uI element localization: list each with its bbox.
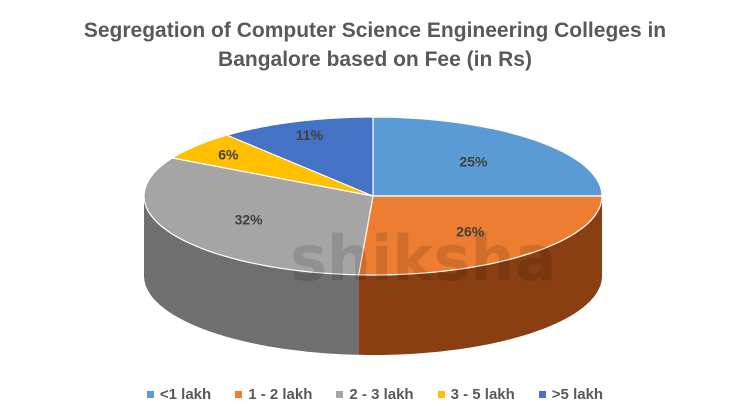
title-line-1: Segregation of Computer Science Engineer…: [83, 19, 667, 42]
legend-swatch: [336, 391, 344, 398]
legend-swatch: [437, 391, 445, 398]
data-label-0: 25%: [459, 153, 488, 169]
pie-slice-0: [372, 116, 603, 197]
pie-slice-3: [171, 134, 374, 197]
legend: <1 lakh 1 - 2 lakh 2 - 3 lakh 3 - 5 lakh >5 …: [0, 386, 750, 403]
watermark-logo: shiksha: [290, 222, 556, 295]
pie-slice-4: [225, 116, 374, 197]
legend-label: 1 - 2 lakh: [248, 386, 313, 403]
legend-item: 3 - 5 lakh: [437, 386, 515, 403]
legend-label: <1 lakh: [159, 386, 212, 403]
data-label-3: 6%: [218, 147, 239, 163]
legend-item: 2 - 3 lakh: [336, 386, 414, 403]
legend-label: 2 - 3 lakh: [349, 386, 414, 403]
legend-item: <1 lakh: [146, 386, 212, 403]
legend-item: >5 lakh: [538, 386, 604, 403]
pie-side-1: [358, 196, 602, 355]
legend-swatch: [146, 391, 154, 398]
pie-slice-1: [357, 195, 603, 276]
data-label-2: 32%: [235, 212, 264, 228]
chart-title: Segregation of Computer Science Engineer…: [0, 16, 750, 74]
data-label-1: 26%: [456, 224, 485, 240]
title-line-2: Bangalore based on Fee (in Rs): [218, 48, 532, 71]
data-label-4: 11%: [296, 127, 324, 143]
legend-swatch: [235, 391, 243, 398]
pie-side-2: [144, 196, 359, 355]
pie-slice-2: [143, 157, 374, 277]
legend-label: 3 - 5 lakh: [450, 386, 515, 403]
legend-label: >5 lakh: [551, 386, 604, 403]
legend-swatch: [538, 391, 546, 398]
legend-item: 1 - 2 lakh: [235, 386, 312, 403]
